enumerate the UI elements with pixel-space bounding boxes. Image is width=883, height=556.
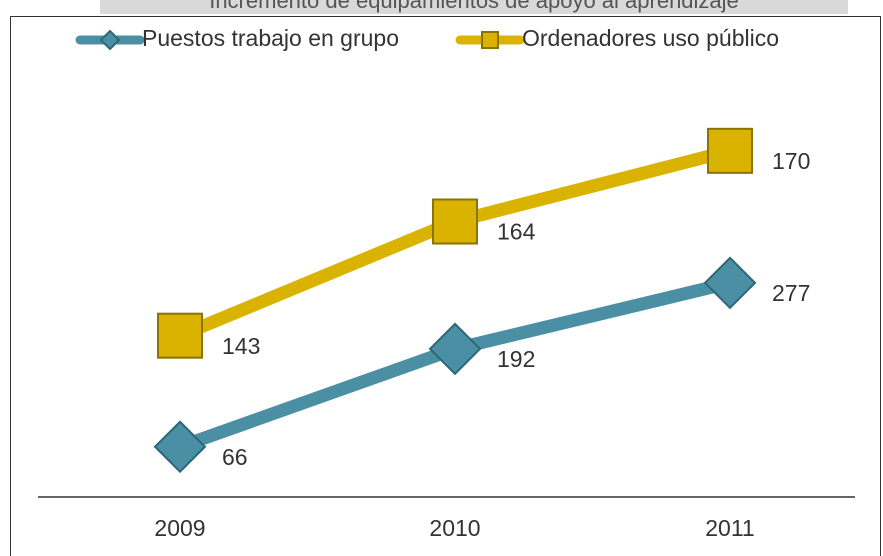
data-label: 164 — [497, 219, 536, 245]
marker — [153, 420, 207, 474]
data-label: 277 — [772, 280, 810, 306]
legend-label: Puestos trabajo en grupo — [142, 25, 399, 51]
marker — [157, 312, 203, 359]
x-tick-label: 2009 — [154, 515, 205, 541]
data-label: 192 — [497, 346, 535, 372]
x-tick-label: 2010 — [429, 515, 480, 541]
marker — [703, 256, 757, 310]
data-label: 170 — [772, 148, 810, 174]
marker — [428, 322, 482, 376]
title-background — [100, 0, 848, 14]
legend-label: Ordenadores uso público — [522, 25, 779, 51]
data-label: 143 — [222, 333, 260, 359]
data-label: 66 — [222, 444, 248, 470]
marker — [432, 198, 478, 245]
marker — [707, 127, 753, 174]
chart-title: Incremento de equipamientos de apoyo al … — [209, 0, 739, 13]
x-tick-label: 2011 — [705, 515, 754, 541]
marker — [99, 29, 121, 51]
marker — [481, 31, 499, 49]
chart-border — [10, 16, 881, 556]
